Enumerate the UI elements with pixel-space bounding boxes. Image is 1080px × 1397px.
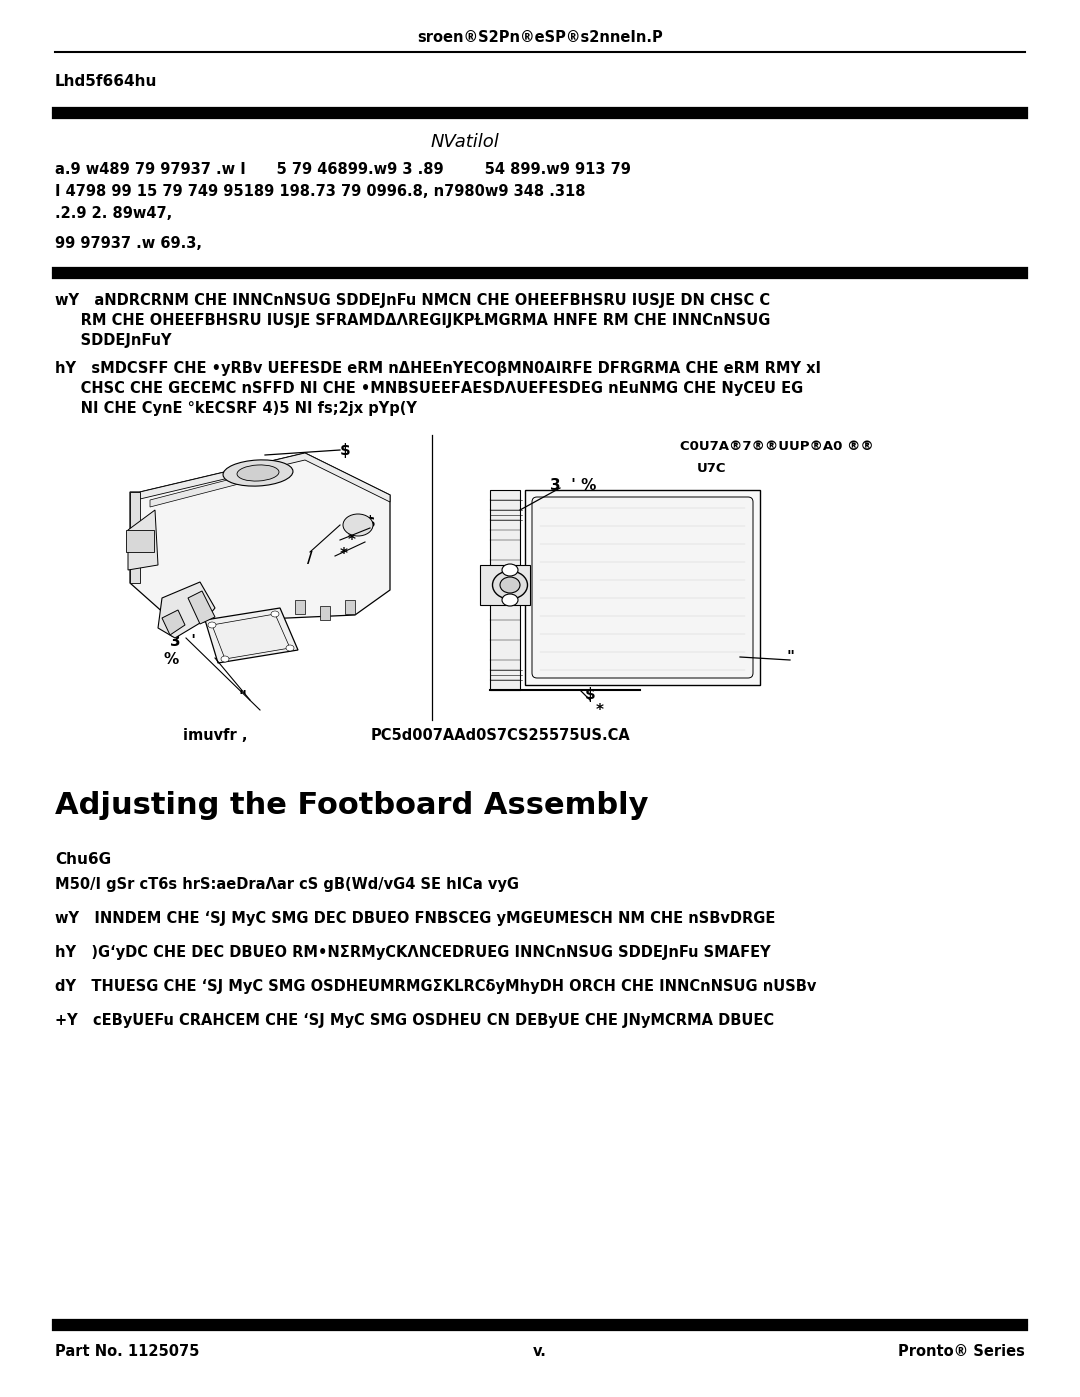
Ellipse shape (271, 610, 279, 617)
Polygon shape (162, 610, 185, 636)
Polygon shape (158, 583, 215, 638)
Text: imuvfr ,: imuvfr , (183, 728, 247, 742)
Text: 3  ' %: 3 ' % (550, 479, 596, 493)
Polygon shape (129, 510, 158, 570)
Bar (320, 606, 330, 620)
Ellipse shape (224, 460, 293, 486)
Bar (345, 599, 355, 615)
Text: *: * (596, 703, 604, 718)
Text: v.: v. (534, 1344, 546, 1359)
Text: PC5d007AAd0S7CS25575US.CA: PC5d007AAd0S7CS25575US.CA (370, 728, 630, 742)
Bar (126, 529, 154, 552)
Ellipse shape (237, 465, 279, 481)
Text: M50/I gSr cT6s hrS:aeDraΛar cS gB(Wd/vG4 SE hICa vyG: M50/I gSr cT6s hrS:aeDraΛar cS gB(Wd/vG4… (55, 877, 519, 893)
Text: .2.9 2. 89w47,: .2.9 2. 89w47, (55, 205, 172, 221)
Text: sroen®S2Pn®eSP®s2nneIn.P: sroen®S2Pn®eSP®s2nneIn.P (417, 31, 663, 46)
Text: Lhd5f664hu: Lhd5f664hu (55, 74, 158, 89)
Text: *: * (340, 546, 348, 562)
Text: wY   INNDEM CHE ‘SJ MyC SMG DEC DBUEO FNBSCEG yMGEUMESCH NM CHE nSBvDRGE: wY INNDEM CHE ‘SJ MyC SMG DEC DBUEO FNBS… (55, 911, 775, 925)
Text: $: $ (365, 514, 376, 529)
Text: Adjusting the Footboard Assembly: Adjusting the Footboard Assembly (55, 791, 648, 820)
Bar (295, 599, 305, 615)
Text: CHSC CHE GECEMC nSFFD NI CHE •ΜNBSUEEFΑESDΛUEFESDEG nEuNMG CHE NyCEU EG: CHSC CHE GECEMC nSFFD NI CHE •ΜNBSUEEFΑE… (55, 380, 804, 395)
Text: NVatilol: NVatilol (430, 133, 499, 151)
Text: Pronto® Series: Pronto® Series (899, 1344, 1025, 1359)
Text: +: + (164, 615, 176, 630)
Ellipse shape (500, 577, 519, 592)
Text: +Y   cEByUEFu CRAHCEM CHE ‘SJ MyC SMG OSDHEU CN DEByUE CHE JNyMCRMA DBUEC: +Y cEByUEFu CRAHCEM CHE ‘SJ MyC SMG OSDH… (55, 1013, 774, 1028)
Ellipse shape (492, 571, 527, 599)
Text: hY   )G‘yDC CHE DEC DBUEO RM•NΣRMyCKΛNCEDRUEG INNCnNSUG SDDEJnFu SMAFEY: hY )G‘yDC CHE DEC DBUEO RM•NΣRMyCKΛNCEDR… (55, 944, 771, 960)
Text: ": " (238, 690, 246, 704)
Text: I 4798 99 15 79 749 95189 198.73 79 0996.8, n7980w9 348 .318: I 4798 99 15 79 749 95189 198.73 79 0996… (55, 184, 585, 200)
Ellipse shape (208, 622, 216, 629)
Text: dY   THUESG CHE ‘SJ MyC SMG OSDHEUΜRMGΣKLRCδyMhyDH ORCH CHE INNCnNSUG nUSBv: dY THUESG CHE ‘SJ MyC SMG OSDHEUΜRMGΣKLR… (55, 978, 816, 993)
Polygon shape (188, 591, 215, 624)
Text: *: * (348, 532, 356, 548)
Text: C0U7A®7®®UUP®A0 ®®: C0U7A®7®®UUP®A0 ®® (680, 440, 874, 454)
Text: 3: 3 (170, 634, 180, 650)
Text: SDDEJnFuY: SDDEJnFuY (55, 332, 172, 348)
Ellipse shape (221, 657, 229, 662)
Ellipse shape (502, 564, 518, 576)
Text: NI CHE CynE °kECSRF 4)5 NI fs;2jx pYp(Y: NI CHE CynE °kECSRF 4)5 NI fs;2jx pYp(Y (55, 401, 417, 415)
Text: wY   aNDRCRNM CHE INNCnNSUG SDDEJnFu NMCN CHE OHEEFBHSRU IUSJE DN CHSC C: wY aNDRCRNM CHE INNCnNSUG SDDEJnFu NMCN … (55, 292, 770, 307)
Text: U7C: U7C (697, 461, 726, 475)
Polygon shape (150, 465, 285, 507)
Text: Part No. 1125075: Part No. 1125075 (55, 1344, 200, 1359)
Polygon shape (130, 492, 140, 583)
Ellipse shape (502, 594, 518, 606)
Text: a.9 w489 79 97937 .w I      5 79 46899.w9 3 .89        54 899.w9 913 79: a.9 w489 79 97937 .w I 5 79 46899.w9 3 .… (55, 162, 631, 177)
Polygon shape (205, 608, 298, 664)
Text: RM CHE OHEEFBHSRU IUSJE SFRAMDΔΛREGIJΚΡⱢΜGRMA HNFE RM CHE INNCnNSUG: RM CHE OHEEFBHSRU IUSJE SFRAMDΔΛREGIJΚΡⱢ… (55, 313, 770, 327)
Polygon shape (140, 453, 390, 502)
Polygon shape (490, 490, 519, 690)
Ellipse shape (286, 645, 294, 651)
Polygon shape (130, 453, 390, 623)
Text: /: / (307, 550, 313, 566)
Text: %: % (163, 652, 178, 668)
Polygon shape (480, 564, 530, 605)
Ellipse shape (343, 514, 373, 536)
Text: Chu6G: Chu6G (55, 852, 111, 868)
Text: 99 97937 .w 69.3,: 99 97937 .w 69.3, (55, 236, 202, 250)
Text: $: $ (340, 443, 351, 457)
Text: ": " (786, 651, 794, 665)
Polygon shape (525, 490, 760, 685)
FancyBboxPatch shape (532, 497, 753, 678)
Text: ': ' (186, 634, 195, 650)
Text: $: $ (584, 687, 595, 703)
Text: hY   sMDCSFF CHE •yRBv UEFESDE eRM nΔHEEnΥECOβMΝ0AIRFE DFRGRMA CHE eRM RMY xI: hY sMDCSFF CHE •yRBv UEFESDE eRM nΔHEEnΥ… (55, 360, 821, 376)
